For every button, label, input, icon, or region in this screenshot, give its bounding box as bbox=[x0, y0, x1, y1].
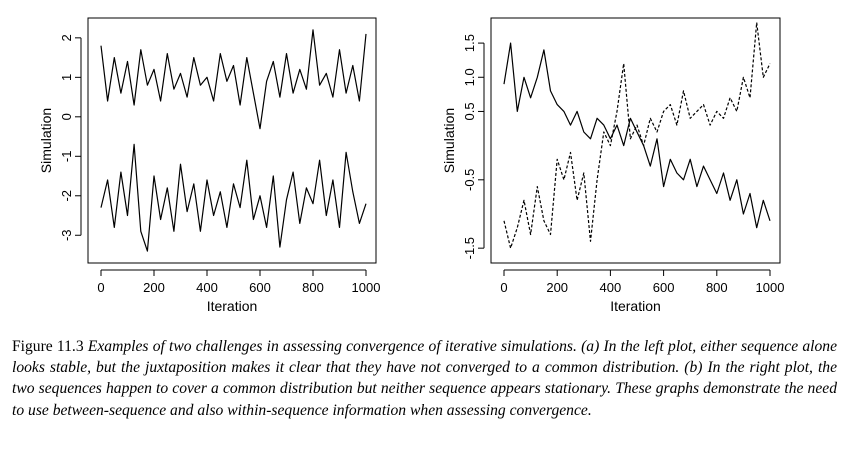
x-axis-label: Iteration bbox=[207, 298, 258, 314]
caption-label: Figure 11.3 bbox=[12, 338, 84, 355]
y-tick-label: 1.5 bbox=[462, 34, 477, 52]
x-tick-label: 600 bbox=[249, 280, 271, 295]
x-tick-label: 600 bbox=[653, 280, 675, 295]
figure-panels: 0 200 400 600 800 1000 Iteration -3 -2 -1 0 1 2 Simul… bbox=[38, 17, 785, 314]
x-tick-label: 800 bbox=[302, 280, 324, 295]
right-panel: 0 200 400 600 800 1000 Iteration -1.5 -0.5 0.5 1.0… bbox=[441, 17, 785, 314]
plot-frame bbox=[490, 17, 781, 264]
series-line-1 bbox=[503, 42, 771, 229]
series-line-2 bbox=[100, 143, 367, 252]
x-tick-label: 400 bbox=[600, 280, 622, 295]
y-tick-label: 0.5 bbox=[462, 102, 477, 120]
left-panel: 0 200 400 600 800 1000 Iteration -3 -2 -1 0 1 2 Simul… bbox=[38, 17, 381, 314]
y-axis-label: Simulation bbox=[441, 108, 457, 173]
series-line-2 bbox=[503, 22, 771, 249]
plot-frame bbox=[87, 17, 377, 264]
y-axis-label: Simulation bbox=[38, 108, 54, 173]
x-tick-label: 1000 bbox=[756, 280, 785, 295]
x-axis-label: Iteration bbox=[610, 298, 661, 314]
y-tick-label: 2 bbox=[59, 34, 74, 41]
series-line-1 bbox=[100, 29, 367, 130]
x-tick-label: 1000 bbox=[352, 280, 381, 295]
y-tick-label: 1.0 bbox=[462, 68, 477, 86]
x-tick-label: 400 bbox=[196, 280, 218, 295]
y-tick-label: -1.5 bbox=[462, 237, 477, 259]
y-tick-label: 1 bbox=[59, 74, 74, 81]
x-tick-label: 0 bbox=[500, 280, 507, 295]
caption-text: Examples of two challenges in assessing … bbox=[12, 338, 837, 419]
y-tick-label: 0 bbox=[59, 113, 74, 120]
figure-caption: Figure 11.3 Examples of two challenges i… bbox=[12, 336, 837, 421]
y-tick-label: -0.5 bbox=[462, 169, 477, 191]
x-tick-label: 200 bbox=[546, 280, 568, 295]
x-tick-label: 0 bbox=[97, 280, 104, 295]
x-tick-label: 800 bbox=[706, 280, 728, 295]
x-tick-label: 200 bbox=[143, 280, 165, 295]
y-tick-label: -2 bbox=[59, 190, 74, 202]
y-tick-label: -1 bbox=[59, 151, 74, 163]
y-tick-label: -3 bbox=[59, 229, 74, 241]
